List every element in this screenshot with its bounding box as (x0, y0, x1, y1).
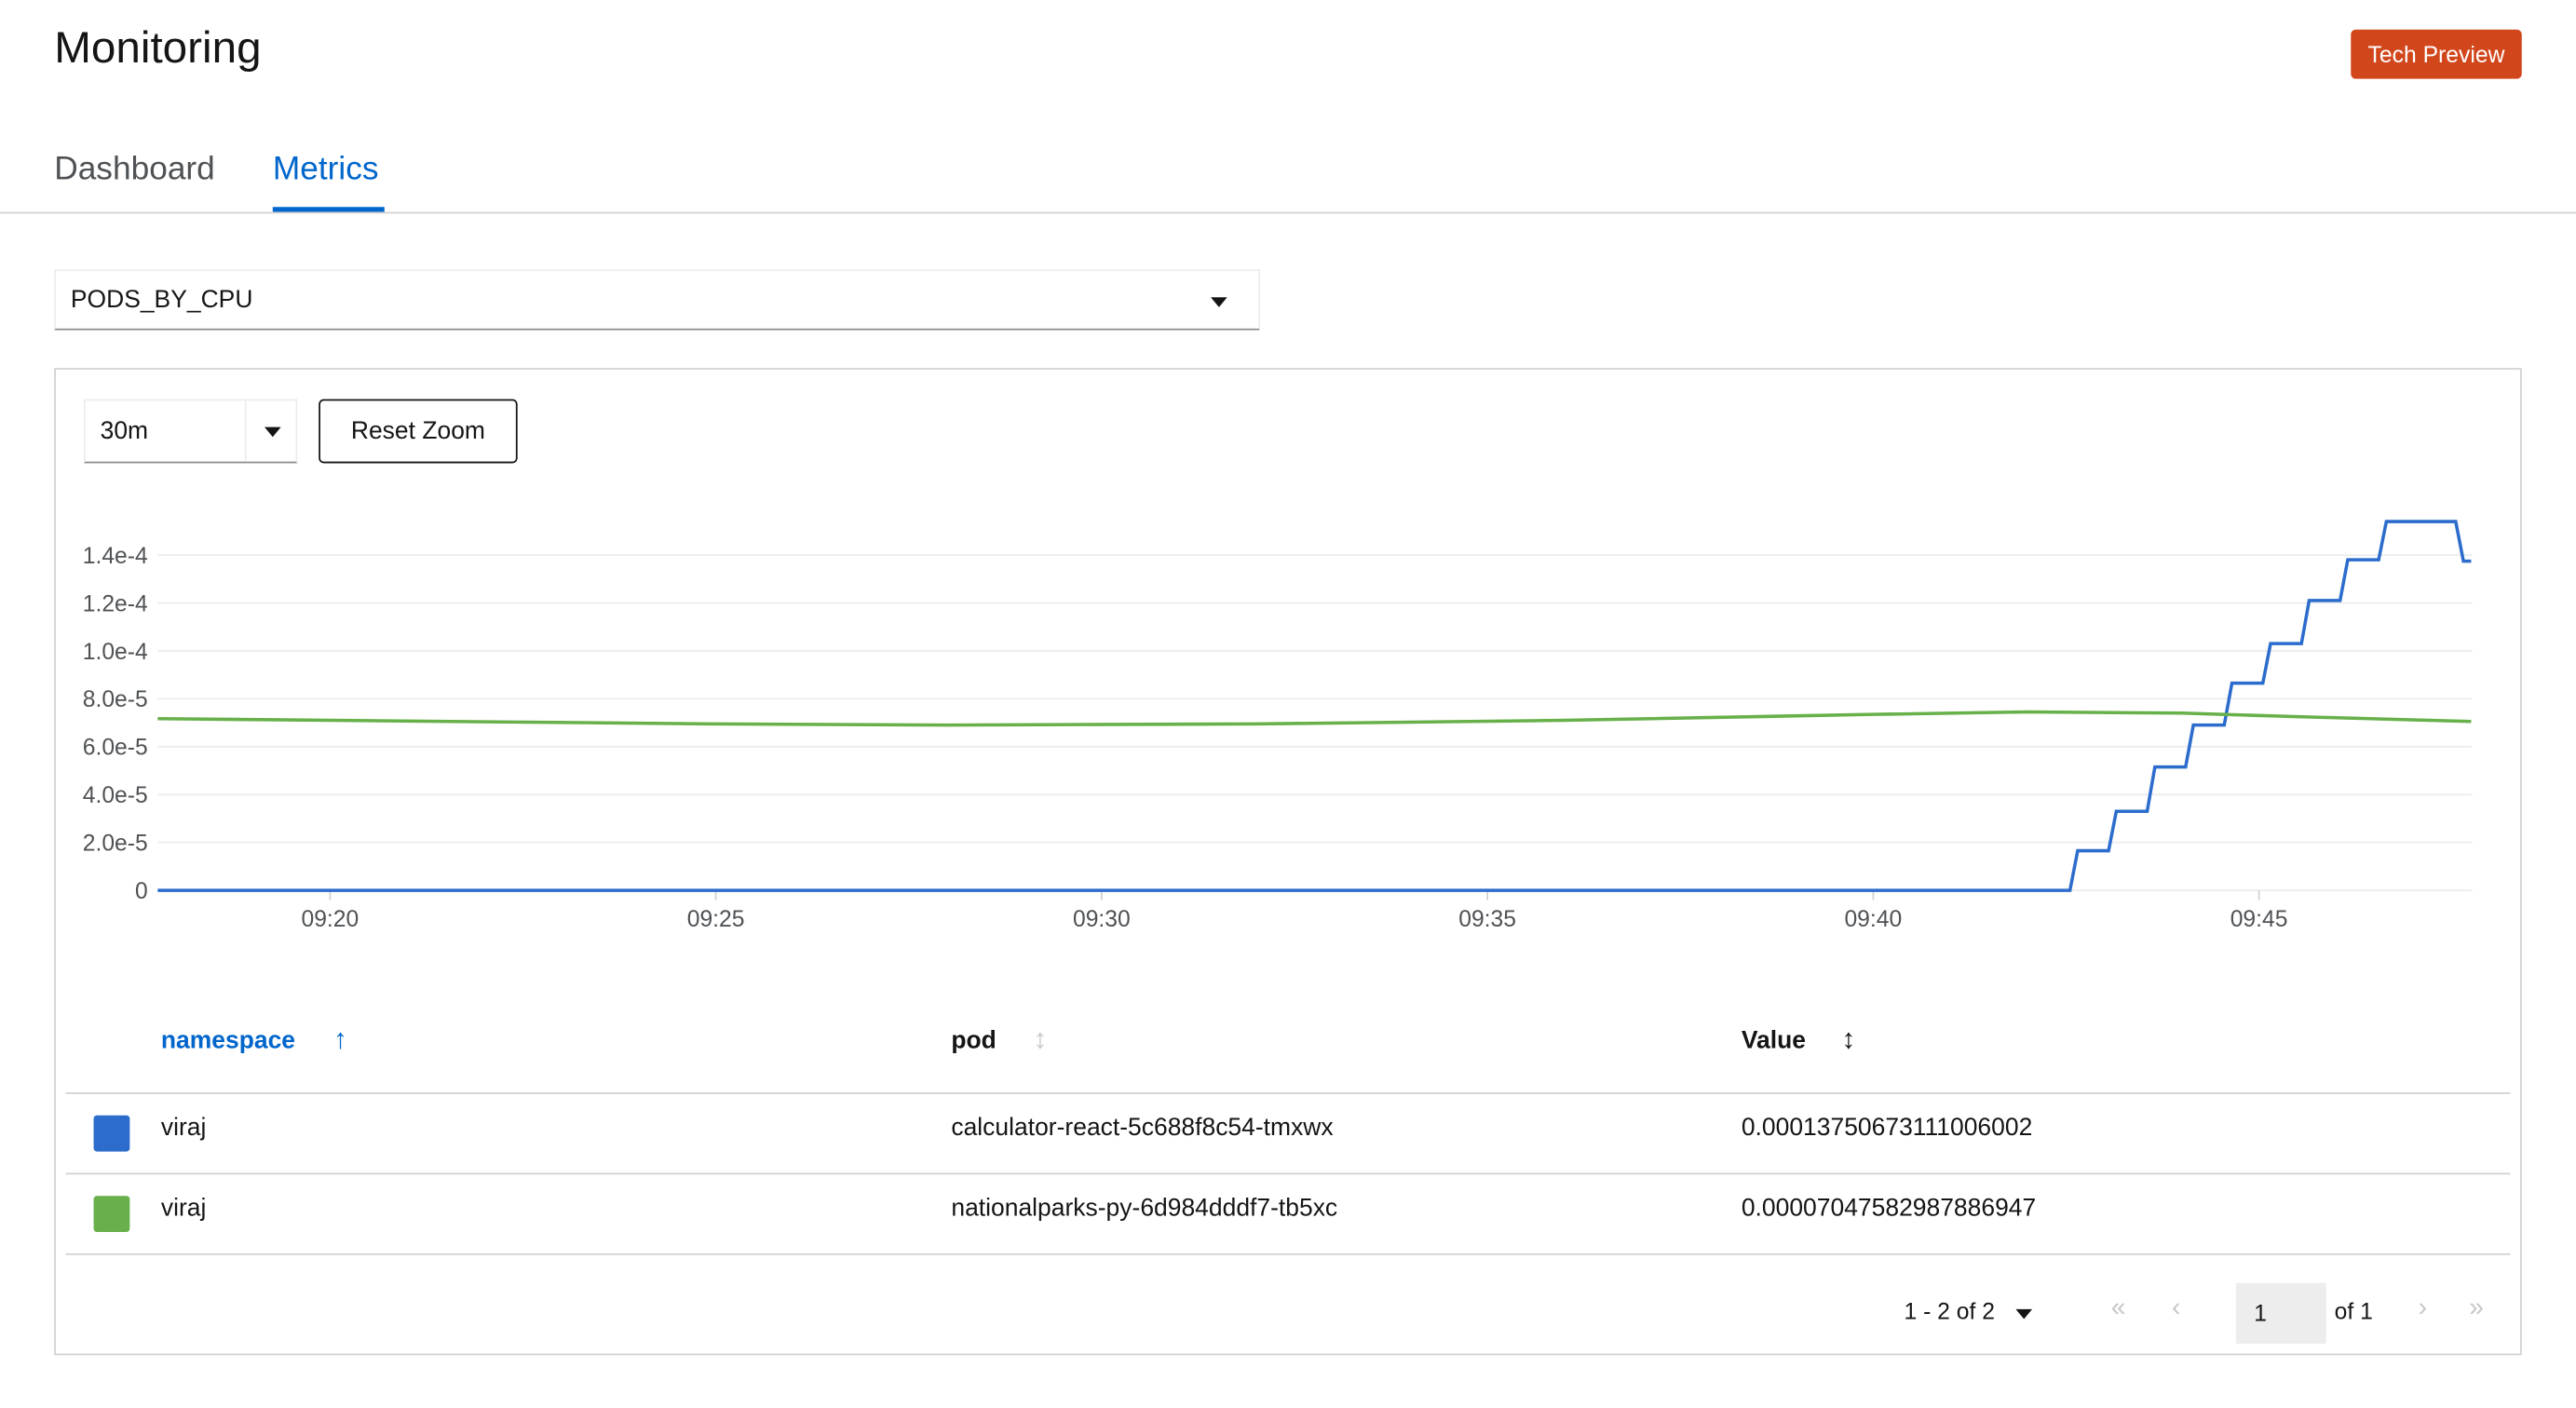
metrics-chart[interactable]: 0 2.0e-5 4.0e-5 6.0e-5 8.0e-5 1.0e-4 1.2e-4 1.4… (0, 0, 2576, 985)
series-color-swatch (93, 1115, 130, 1152)
tab-metrics[interactable]: Metrics (272, 151, 379, 188)
series-color-swatch (93, 1196, 130, 1232)
query-select-value: PODS_BY_CPU (70, 285, 253, 314)
y-tick-label: 2.0e-5 (83, 831, 148, 856)
series-line-1 (157, 520, 2472, 892)
time-range-value: 30m (100, 417, 149, 446)
y-tick-label: 0 (135, 879, 148, 904)
series-line-2 (157, 710, 2472, 727)
page-title: Monitoring (54, 22, 262, 73)
reset-zoom-button[interactable]: Reset Zoom (319, 399, 518, 464)
namespace-cell: viraj (160, 1113, 207, 1142)
query-select[interactable]: PODS_BY_CPU (54, 269, 1260, 331)
divider (244, 400, 247, 462)
previous-page-icon[interactable]: ‹ (2172, 1294, 2181, 1323)
pod-cell: calculator-react-5c688f8c54-tmxwx (951, 1113, 1334, 1142)
x-tick-label: 09:45 (2230, 907, 2288, 932)
time-range-select[interactable]: 30m (83, 399, 298, 464)
y-tick-label: 6.0e-5 (83, 736, 148, 761)
row-divider (65, 1172, 2511, 1175)
y-tick-label: 1.0e-4 (83, 640, 148, 665)
namespace-cell: viraj (160, 1194, 207, 1223)
tech-preview-badge: Tech Preview (2351, 29, 2522, 79)
value-cell: 0.00007047582987886947 (1741, 1194, 2037, 1223)
row-divider (65, 1252, 2511, 1255)
metrics-card (54, 368, 2522, 1356)
value-cell: 0.00013750673111006002 (1741, 1113, 2033, 1142)
x-tick-label: 09:20 (301, 907, 359, 932)
tab-dashboard[interactable]: Dashboard (54, 151, 215, 188)
x-tick-label: 09:30 (1073, 907, 1131, 932)
x-tick-label: 09:25 (687, 907, 745, 932)
x-tick-label: 09:35 (1458, 907, 1516, 932)
column-header-namespace[interactable]: namespace (160, 1026, 296, 1055)
header-divider (65, 1092, 2511, 1094)
last-page-icon[interactable]: » (2469, 1294, 2485, 1323)
y-tick-label: 1.2e-4 (83, 591, 148, 616)
column-header-value[interactable]: Value (1741, 1026, 1806, 1055)
tabs-divider (0, 211, 2576, 214)
chevron-down-icon (264, 426, 281, 438)
x-tick-label: 09:40 (1844, 907, 1902, 932)
pagination-range[interactable]: 1 - 2 of 2 (1904, 1297, 1995, 1324)
column-header-pod[interactable]: pod (951, 1026, 997, 1055)
next-page-icon[interactable]: › (2418, 1294, 2428, 1323)
chevron-down-icon[interactable] (2015, 1308, 2033, 1320)
page-input[interactable]: 1 (2235, 1282, 2326, 1344)
page-input-value: 1 (2254, 1299, 2267, 1326)
sort-ascending-icon[interactable]: ↑ (333, 1022, 348, 1055)
y-tick-label: 8.0e-5 (83, 687, 148, 712)
sort-icon[interactable]: ↕ (1033, 1022, 1048, 1055)
active-tab-indicator (272, 207, 385, 212)
page-count: of 1 (2334, 1297, 2373, 1324)
chevron-down-icon (1211, 297, 1227, 307)
y-tick-label: 1.4e-4 (83, 544, 148, 569)
sort-icon[interactable]: ↕ (1841, 1022, 1856, 1055)
y-tick-label: 4.0e-5 (83, 783, 148, 808)
pod-cell: nationalparks-py-6d984dddf7-tb5xc (951, 1194, 1338, 1223)
first-page-icon[interactable]: « (2110, 1294, 2126, 1323)
